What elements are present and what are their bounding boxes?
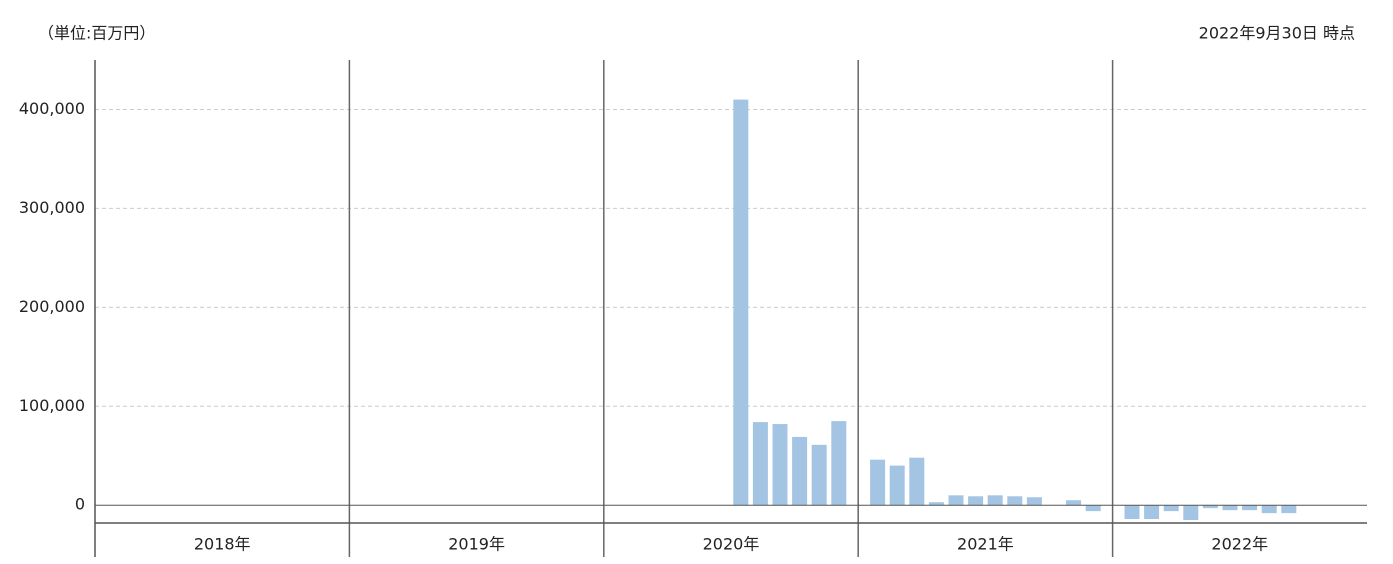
bar <box>1281 505 1297 514</box>
x-tick-label: 2018年 <box>194 535 251 554</box>
bar <box>1261 505 1277 514</box>
y-tick-label: 200,000 <box>19 297 85 316</box>
bar <box>909 457 925 506</box>
x-tick-label: 2020年 <box>703 535 760 554</box>
bar <box>968 496 984 506</box>
bar <box>1085 505 1101 512</box>
as-of-date: 2022年9月30日 時点 <box>1199 24 1355 43</box>
bar <box>792 436 808 506</box>
y-tick-label: 100,000 <box>19 396 85 415</box>
bar <box>1183 505 1199 521</box>
unit-note: （単位:百万円） <box>38 24 155 43</box>
x-tick-label: 2021年 <box>957 535 1014 554</box>
bar <box>1144 505 1160 520</box>
x-tick-label: 2022年 <box>1211 535 1268 554</box>
y-tick-label: 0 <box>75 495 85 514</box>
y-tick-label: 400,000 <box>19 99 85 118</box>
bar <box>752 422 768 506</box>
bar <box>870 459 886 506</box>
bar <box>811 444 827 506</box>
x-tick-label: 2019年 <box>448 535 505 554</box>
bar <box>1124 505 1140 520</box>
bar <box>831 421 847 506</box>
bar <box>1242 505 1258 511</box>
y-tick-label: 300,000 <box>19 198 85 217</box>
bar <box>1163 505 1179 512</box>
bar <box>1222 505 1238 511</box>
bar <box>987 495 1003 506</box>
bar <box>889 465 905 506</box>
bar <box>928 502 944 506</box>
bar <box>772 424 788 506</box>
bar <box>1007 496 1023 506</box>
bar <box>948 495 964 506</box>
bar <box>1066 500 1082 506</box>
bar <box>1202 505 1218 509</box>
bar <box>1026 497 1042 506</box>
bar <box>733 99 749 506</box>
